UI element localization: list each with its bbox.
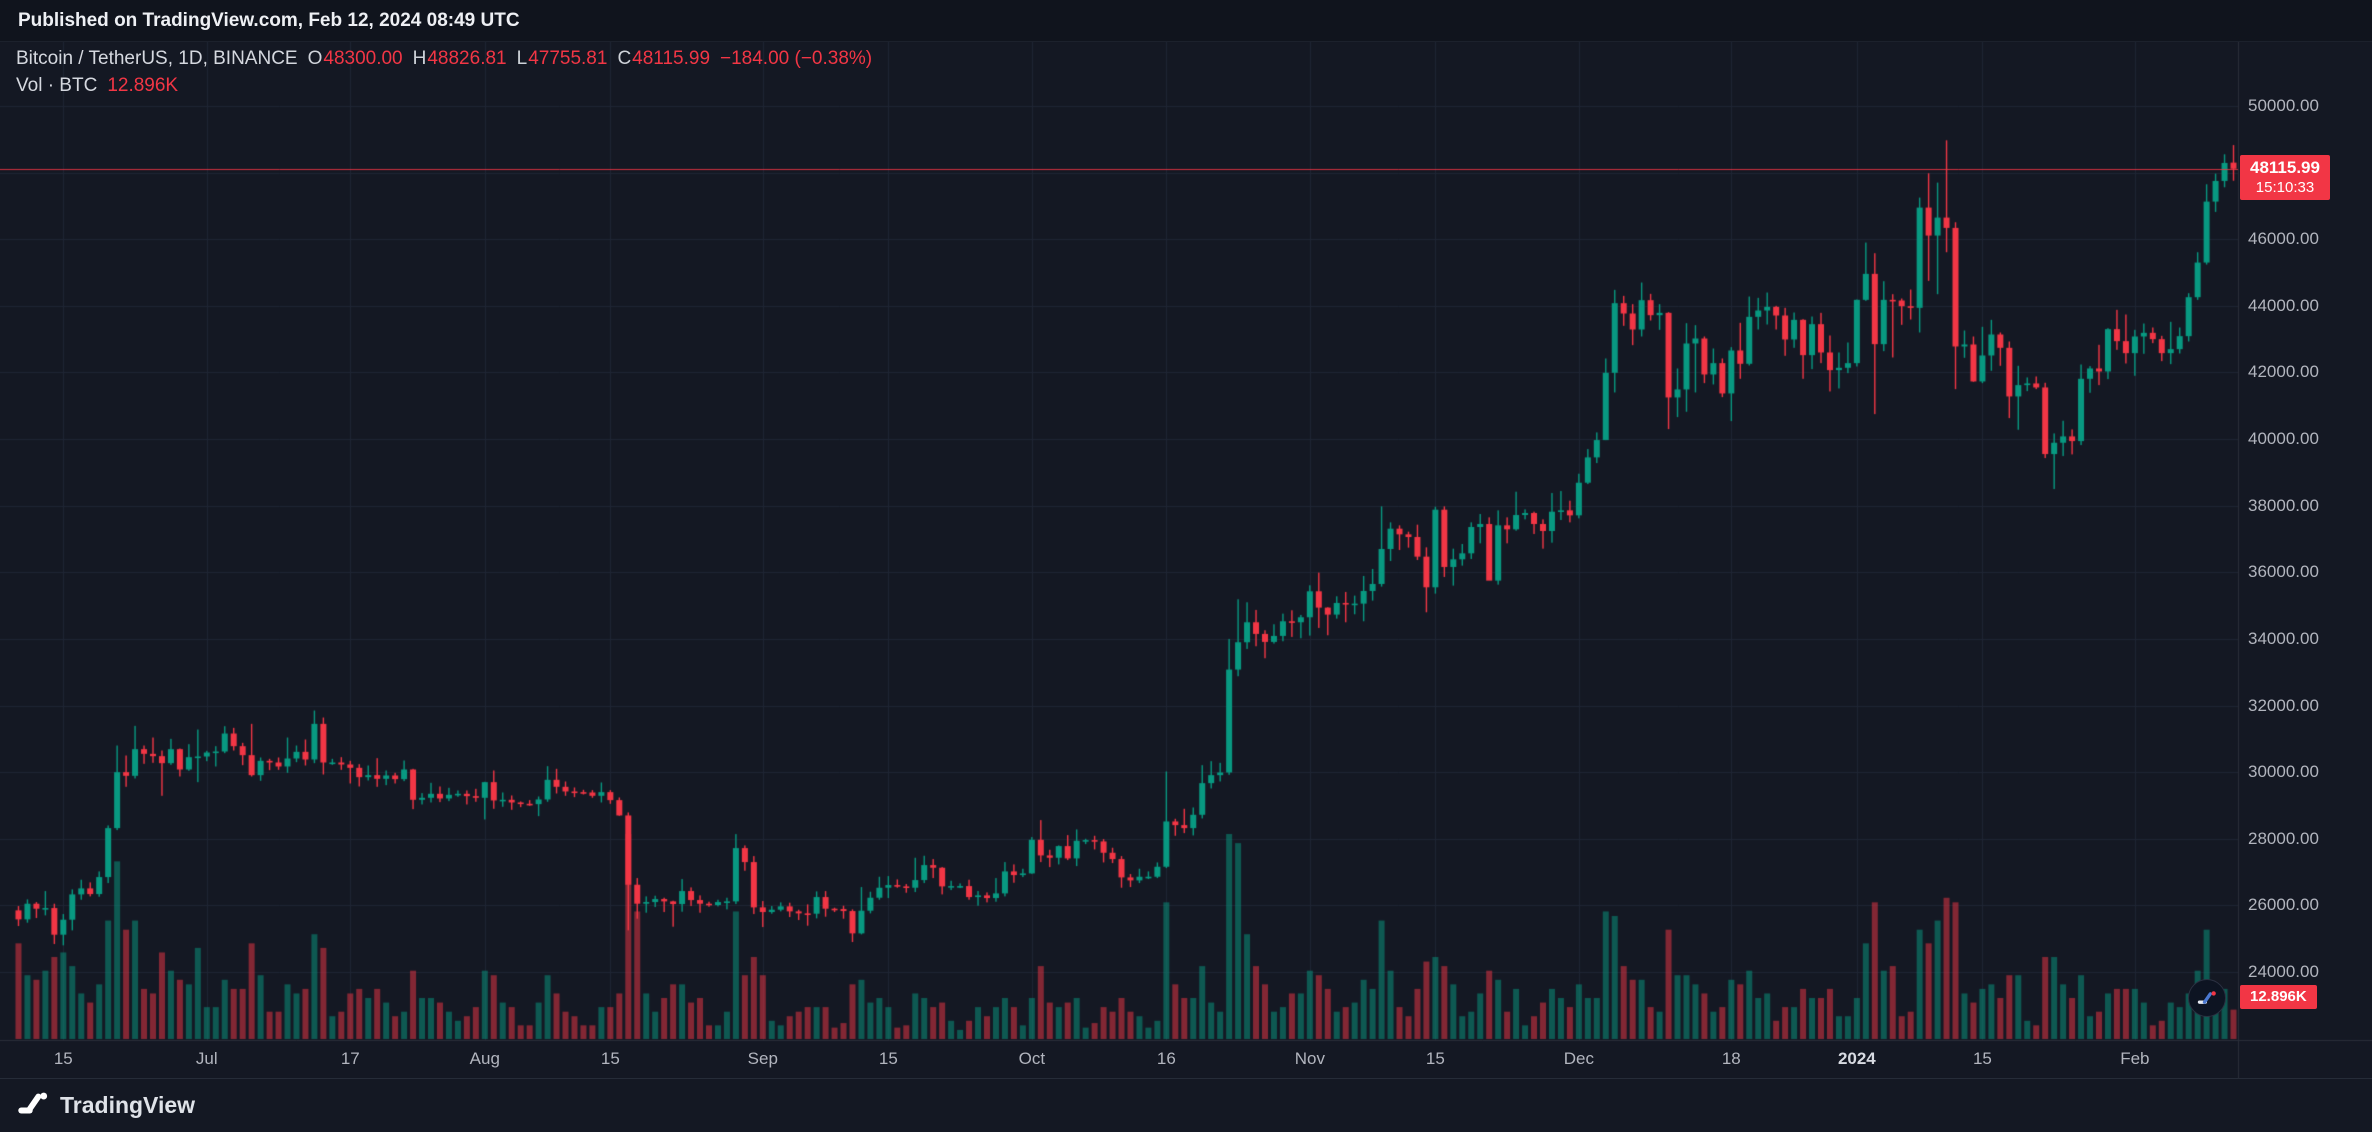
- last-price-badge: 48115.99 15:10:33: [2240, 154, 2330, 200]
- price-axis[interactable]: 50000.0048000.0046000.0044000.0042000.00…: [2238, 42, 2372, 1040]
- price-tick-label: 34000.00: [2248, 628, 2319, 648]
- volume-label[interactable]: Vol · BTC: [16, 75, 98, 96]
- price-tick-label: 36000.00: [2248, 562, 2319, 582]
- price-tick-label: 50000.00: [2248, 96, 2319, 115]
- price-tick-label: 46000.00: [2248, 229, 2319, 249]
- change-value: −184.00 (−0.38%): [720, 48, 873, 69]
- price-tick-label: 28000.00: [2248, 828, 2319, 848]
- low-number: 47755.81: [528, 48, 608, 69]
- time-tick-label: 15: [1425, 1049, 1445, 1068]
- high-label: H: [412, 48, 427, 69]
- time-tick-label: 15: [600, 1049, 620, 1068]
- time-tick-label: Nov: [1294, 1049, 1325, 1068]
- low-label: L: [516, 48, 528, 69]
- publish-banner: Published on TradingView.com, Feb 12, 20…: [0, 0, 2372, 42]
- open-value: O 48300.00: [308, 48, 403, 70]
- price-tick-label: 42000.00: [2248, 362, 2319, 382]
- price-tick-label: 40000.00: [2248, 429, 2319, 449]
- time-tick-label: 15: [878, 1049, 898, 1068]
- time-tick-label: 18: [1721, 1049, 1741, 1068]
- bar-countdown: 15:10:33: [2255, 178, 2315, 196]
- tradingview-logo-glyph: [18, 1092, 48, 1114]
- time-tick-label: Sep: [747, 1049, 778, 1068]
- price-tick-label: 26000.00: [2248, 895, 2319, 915]
- time-tick-label: Jul: [195, 1049, 218, 1068]
- chart-legend: Bitcoin / TetherUS, 1D, BINANCE O 48300.0…: [16, 48, 872, 102]
- volume-badge: 12.896K: [2240, 984, 2317, 1009]
- tradingview-mark-icon: [2197, 990, 2216, 1004]
- symbol-title[interactable]: Bitcoin / TetherUS, 1D, BINANCE: [16, 48, 298, 69]
- legend-symbol-row: Bitcoin / TetherUS, 1D, BINANCE O 48300.0…: [16, 48, 872, 75]
- time-axis[interactable]: 15 Jul 17 Aug 15 Sep 15 Oct 16 Nov 15 Dec 18 2024 15 Fe…: [0, 1040, 2372, 1078]
- close-number: 48115.99: [632, 48, 711, 69]
- time-tick-label: Feb: [2120, 1049, 2150, 1068]
- tradingview-wordmark[interactable]: TradingView: [60, 1092, 196, 1118]
- time-tick-label: 17: [340, 1049, 360, 1068]
- high-number: 48826.81: [427, 48, 507, 69]
- tradingview-logo-icon[interactable]: [18, 1090, 48, 1121]
- last-price-value: 48115.99: [2250, 157, 2320, 177]
- tradingview-watermark-logo[interactable]: [2188, 978, 2226, 1017]
- time-tick-label: Dec: [1563, 1049, 1594, 1068]
- price-tick-label: 38000.00: [2248, 495, 2319, 515]
- volume-value: 12.896K: [107, 75, 179, 96]
- time-tick-label: 16: [1156, 1049, 1176, 1068]
- price-tick-label: 32000.00: [2248, 695, 2319, 715]
- price-tick-label: 44000.00: [2248, 295, 2319, 315]
- time-tick-label: Aug: [469, 1049, 500, 1068]
- time-tick-label: Oct: [1018, 1049, 1046, 1068]
- price-tick-label: 30000.00: [2248, 762, 2319, 782]
- close-value: C 48115.99: [617, 48, 710, 70]
- close-label: C: [617, 48, 632, 69]
- chart-area: Bitcoin / TetherUS, 1D, BINANCE O 48300.0…: [0, 42, 2372, 1078]
- time-tick-label: 2024: [1837, 1049, 1876, 1068]
- high-value: H 48826.81: [413, 48, 507, 70]
- low-value: L 47755.81: [517, 48, 608, 70]
- open-number: 48300.00: [323, 48, 403, 69]
- open-label: O: [307, 48, 323, 69]
- publish-banner-text: Published on TradingView.com, Feb 12, 20…: [18, 9, 520, 31]
- candlestick-chart-canvas[interactable]: [0, 42, 2372, 1078]
- time-tick-label: 15: [53, 1049, 73, 1068]
- legend-volume-row: Vol · BTC 12.896K: [16, 75, 872, 102]
- time-tick-label: 15: [1972, 1049, 1992, 1068]
- footer-bar: TradingView: [0, 1078, 2372, 1132]
- price-tick-label: 24000.00: [2248, 962, 2319, 981]
